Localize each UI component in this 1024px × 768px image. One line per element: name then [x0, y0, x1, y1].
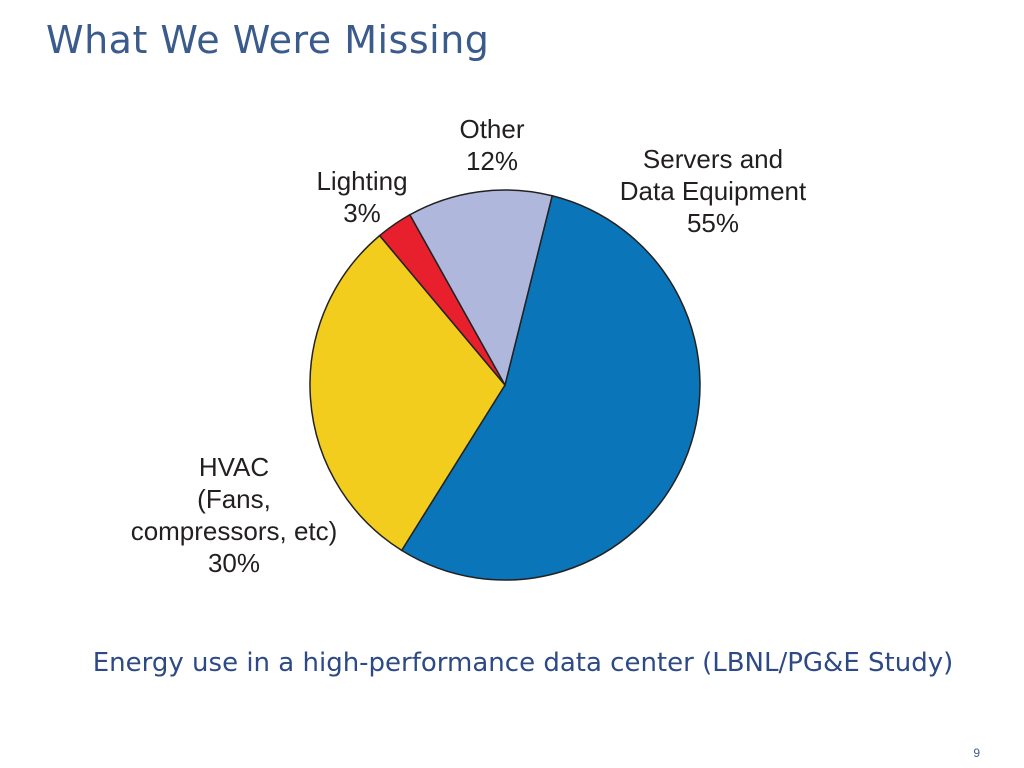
pie-slice-label-line: Data Equipment — [620, 176, 807, 206]
pie-slice-label: Servers and Data Equipment 55% — [620, 144, 807, 238]
pie-slice-percent: 30% — [208, 548, 260, 578]
pie-slice-label-line: HVAC — [199, 452, 269, 482]
pie-slice-label-line: compressors, etc) — [131, 516, 338, 546]
chart-caption: Energy use in a high-performance data ce… — [92, 648, 954, 678]
pie-slices — [309, 189, 701, 581]
pie-slice-percent: 3% — [343, 198, 381, 228]
page-number: 9 — [973, 746, 980, 760]
slide-title: What We Were Missing — [46, 18, 490, 62]
pie-slice-label-line: (Fans, — [197, 484, 271, 514]
pie-slice-label-line: Servers and — [643, 144, 783, 174]
pie-slice-label-line: Other — [459, 114, 524, 144]
pie-chart: Servers and Data Equipment 55% HVAC (Fans, co… — [131, 114, 807, 581]
pie-slice-label: Lighting 3% — [316, 166, 407, 228]
pie-slice-label-line: Lighting — [316, 166, 407, 196]
pie-slice-label: HVAC (Fans, compressors, etc) 30% — [131, 452, 338, 578]
pie-labels: Servers and Data Equipment 55% HVAC (Fans, co… — [131, 114, 807, 578]
pie-slice-percent: 12% — [466, 146, 518, 176]
pie-slice — [309, 234, 506, 552]
pie-slice — [408, 189, 554, 388]
pie-slice-label: Other 12% — [459, 114, 524, 176]
pie-slice — [400, 194, 701, 581]
pie-slice-percent: 55% — [687, 208, 739, 238]
